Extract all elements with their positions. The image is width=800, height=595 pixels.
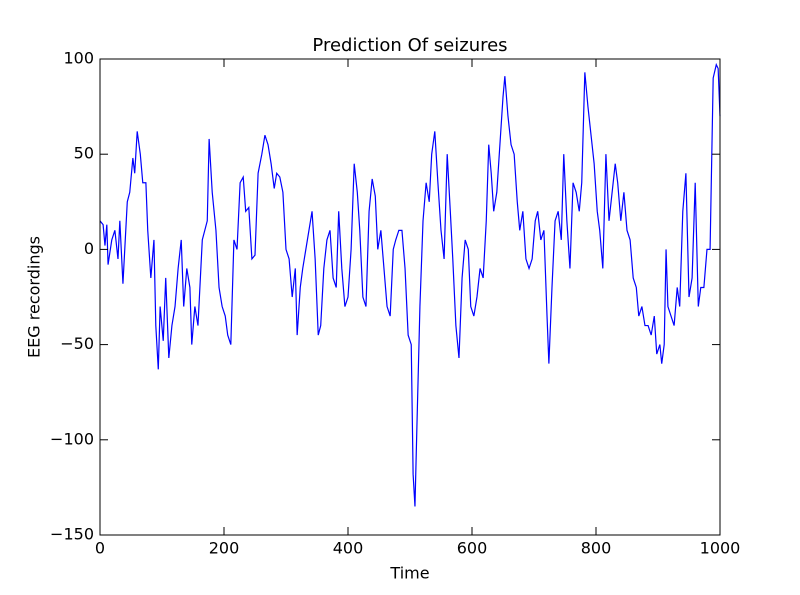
x-tick-label: 600 — [457, 539, 488, 558]
chart-title: Prediction Of seizures — [312, 35, 507, 56]
x-tick-label: 0 — [95, 539, 105, 558]
x-tick-label: 800 — [581, 539, 612, 558]
x-tick-label: 1000 — [700, 539, 741, 558]
x-axis-label: Time — [389, 564, 429, 583]
y-tick-label: −150 — [50, 525, 94, 544]
y-tick-label: 0 — [84, 239, 94, 258]
x-tick-label: 400 — [333, 539, 364, 558]
data-line — [99, 62, 721, 507]
y-tick-label: −100 — [50, 429, 94, 448]
x-tick-label: 200 — [209, 539, 240, 558]
y-axis-label: EEG recordings — [25, 236, 44, 358]
y-tick-label: −50 — [60, 334, 94, 353]
y-tick-label: 100 — [63, 49, 94, 68]
plot-frame — [99, 58, 721, 536]
y-tick-label: 50 — [74, 144, 94, 163]
